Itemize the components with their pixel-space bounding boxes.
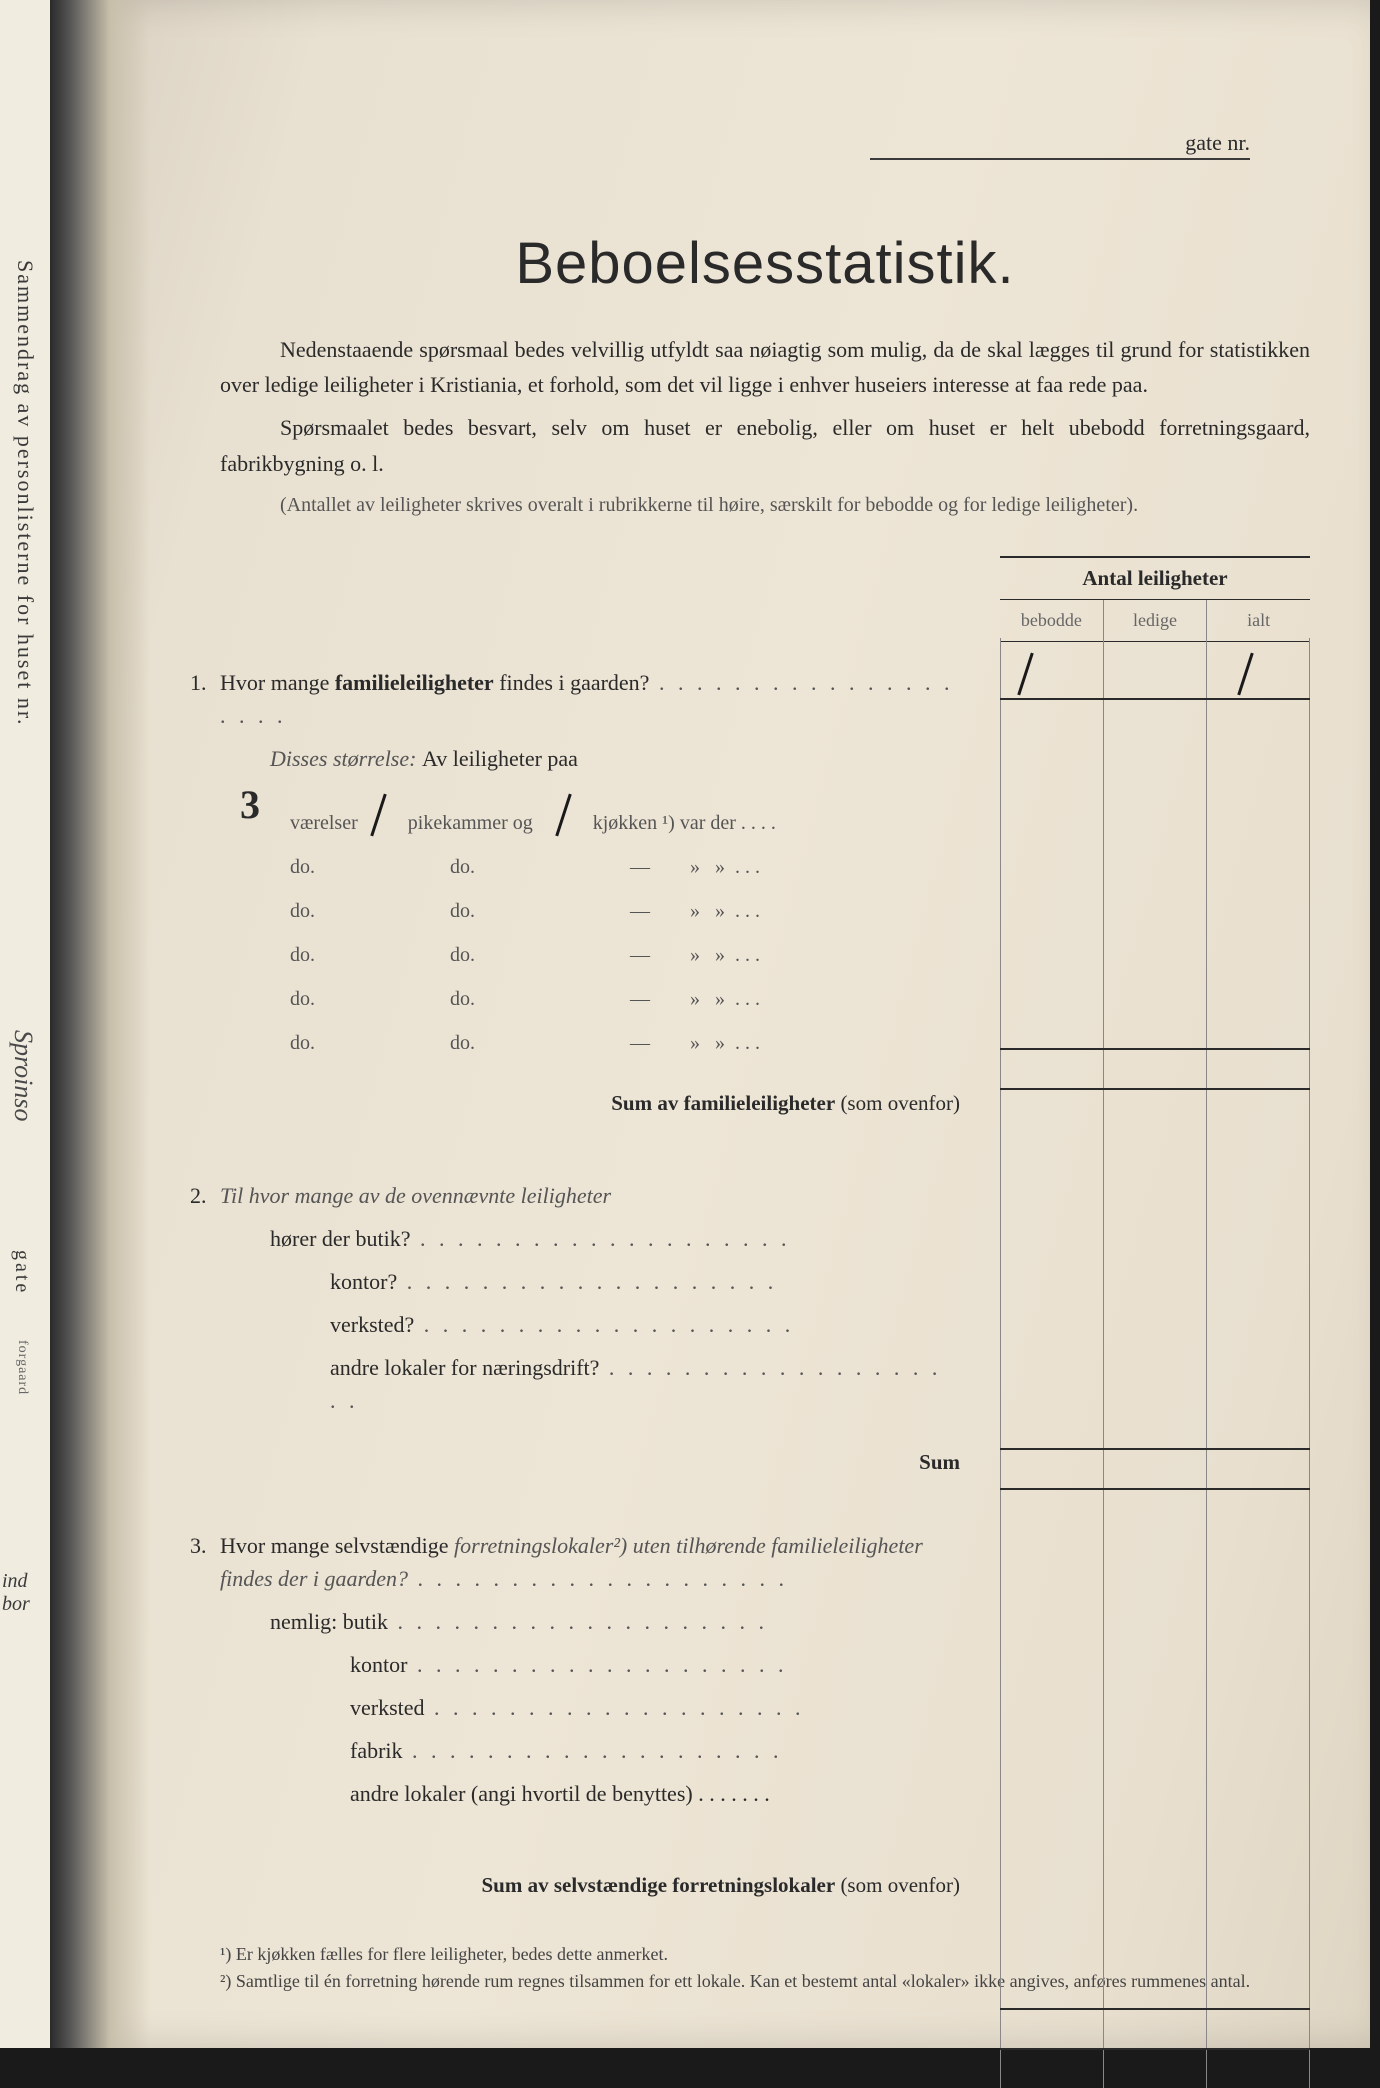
q2-r1: hører der butik?: [270, 1222, 960, 1255]
q2-number: 2.: [190, 1179, 207, 1212]
q3-r4: fabrik: [350, 1734, 960, 1767]
q1-vaerelser: værelser: [290, 812, 358, 834]
table-title: Antal leiligheter: [1000, 556, 1310, 600]
q3-r5: andre lokaler (angi hvortil de benyttes)…: [350, 1777, 960, 1810]
q3-number: 3.: [190, 1529, 207, 1562]
gate-label: gate nr.: [1185, 130, 1250, 155]
q1-row-do-2: do.do.— » » . . .: [290, 896, 960, 926]
margin-handwriting: Sproinso: [8, 1030, 38, 1122]
q2-r2: kontor?: [330, 1265, 960, 1298]
q3-sum-note: (som ovenfor): [840, 1873, 960, 1897]
handwritten-slash-ialt: [1230, 656, 1260, 696]
q1-text-b: familieleiligheter: [335, 670, 494, 695]
q1-sum: Sum av familieleiligheter (som ovenfor): [220, 1088, 960, 1120]
q3-sum: Sum av selvstændige forretningslokaler (…: [220, 1870, 960, 1902]
margin-vertical-label: Sammendrag av personlisterne for huset n…: [12, 260, 38, 726]
q3-verksted: verksted: [350, 1695, 425, 1720]
questions-block: 1. Hvor mange familieleiligheter findes …: [220, 556, 960, 1902]
q1-row-do-1: do.do.— » » . . .: [290, 852, 960, 882]
q3-text-b: forretningslokaler: [454, 1533, 613, 1558]
q3-r2: kontor: [350, 1648, 960, 1681]
q3-kontor: kontor: [350, 1652, 407, 1677]
table-rules: [1000, 638, 1310, 2088]
q3-nemlig-label: nemlig:: [270, 1609, 337, 1634]
q2-kontor: kontor?: [330, 1269, 397, 1294]
book-binding: [50, 0, 150, 2048]
q2-andre: andre lokaler for næringsdrift?: [330, 1355, 599, 1380]
q1-kjokken: kjøkken ¹) var der: [593, 812, 736, 834]
q1-row-do-4: do.do.— » » . . .: [290, 984, 960, 1014]
footnote-1: ¹) Er kjøkken fælles for flere leilighet…: [220, 1941, 1310, 1968]
page-title: Beboelsesstatistik.: [220, 230, 1310, 297]
table-columns: bebodde ledige ialt: [1000, 600, 1310, 642]
q2-r4: andre lokaler for næringsdrift?: [330, 1351, 960, 1417]
q2-sum-label: Sum: [919, 1450, 960, 1474]
q1-sum-note: (som ovenfor): [840, 1091, 960, 1115]
gate-number-field: gate nr.: [870, 130, 1250, 160]
q3-butik: butik: [343, 1609, 388, 1634]
footnotes: ¹) Er kjøkken fælles for flere leilighet…: [220, 1941, 1310, 1995]
q2-butik: hører der butik?: [270, 1226, 411, 1251]
footnote-2: ²) Samtlige til én forretning hørende ru…: [220, 1968, 1310, 1995]
q1-av-label: Av leiligheter paa: [422, 746, 578, 771]
document-page: gate nr. Beboelsesstatistik. Nedenstaaen…: [50, 0, 1370, 2048]
q3-r3: verksted: [350, 1691, 960, 1724]
col-bebodde: bebodde: [1000, 600, 1104, 641]
handwritten-slash-bebodde: [1010, 656, 1040, 696]
margin-forgaard-label: forgaard: [14, 1340, 30, 1395]
q1-row-do-5: do.do.— » » . . .: [290, 1028, 960, 1058]
q2-verksted: verksted?: [330, 1312, 414, 1337]
q2-text: Til hvor mange av de ovennævnte leilighe…: [220, 1183, 611, 1208]
q1-row-main: 3 værelser pikekammer og kjøkken ¹) var …: [290, 789, 960, 838]
q2-r3: verksted?: [330, 1308, 960, 1341]
form-area: Antal leiligheter bebodde ledige ialt: [220, 556, 1310, 1902]
q1-sum-label: Sum av familieleiligheter: [611, 1091, 835, 1115]
q3-andre: andre lokaler (angi hvortil de benyttes): [350, 1781, 693, 1806]
q1-number: 1.: [190, 666, 207, 699]
q1-disses: Disses størrelse: Av leiligheter paa: [270, 742, 960, 775]
q3-text-a: Hvor mange selvstændige: [220, 1533, 454, 1558]
q2-sum: Sum: [220, 1447, 960, 1479]
q3-sum-label: Sum av selvstændige forretningslokaler: [481, 1873, 835, 1897]
handwritten-3: 3: [240, 775, 260, 835]
content-area: gate nr. Beboelsesstatistik. Nedenstaaen…: [220, 140, 1310, 1995]
margin-gate-label: gate: [10, 1250, 33, 1295]
left-margin-strip: Sammendrag av personlisterne for huset n…: [0, 0, 50, 2048]
question-2: 2. Til hvor mange av de ovennævnte leili…: [220, 1179, 960, 1479]
question-3: 3. Hvor mange selvstændige forretningslo…: [220, 1529, 960, 1902]
q1-pikekammer: pikekammer og: [408, 812, 533, 834]
margin-bor-label: ind bor: [2, 1570, 50, 1616]
intro-note: (Antallet av leiligheter skrives overalt…: [280, 489, 1310, 521]
intro-p1-text: Nedenstaaende spørsmaal bedes velvillig …: [220, 337, 1310, 397]
intro-p2-text: Spørsmaalet bedes besvart, selv om huset…: [220, 415, 1310, 475]
q1-text-c: findes i gaarden?: [494, 670, 650, 695]
q3-nemlig: nemlig: butik: [270, 1605, 960, 1638]
col-ledige: ledige: [1104, 600, 1208, 641]
q3-fabrik: fabrik: [350, 1738, 403, 1763]
q1-row-do-3: do.do.— » » . . .: [290, 940, 960, 970]
intro-paragraph-1: Nedenstaaende spørsmaal bedes velvillig …: [220, 332, 1310, 402]
col-ialt: ialt: [1207, 600, 1310, 641]
q1-text-a: Hvor mange: [220, 670, 335, 695]
question-1: 1. Hvor mange familieleiligheter findes …: [220, 666, 960, 1120]
table-header-block: Antal leiligheter bebodde ledige ialt: [1000, 556, 1310, 642]
q1-disses-label: Disses størrelse:: [270, 746, 416, 771]
intro-paragraph-2: Spørsmaalet bedes besvart, selv om huset…: [220, 410, 1310, 480]
